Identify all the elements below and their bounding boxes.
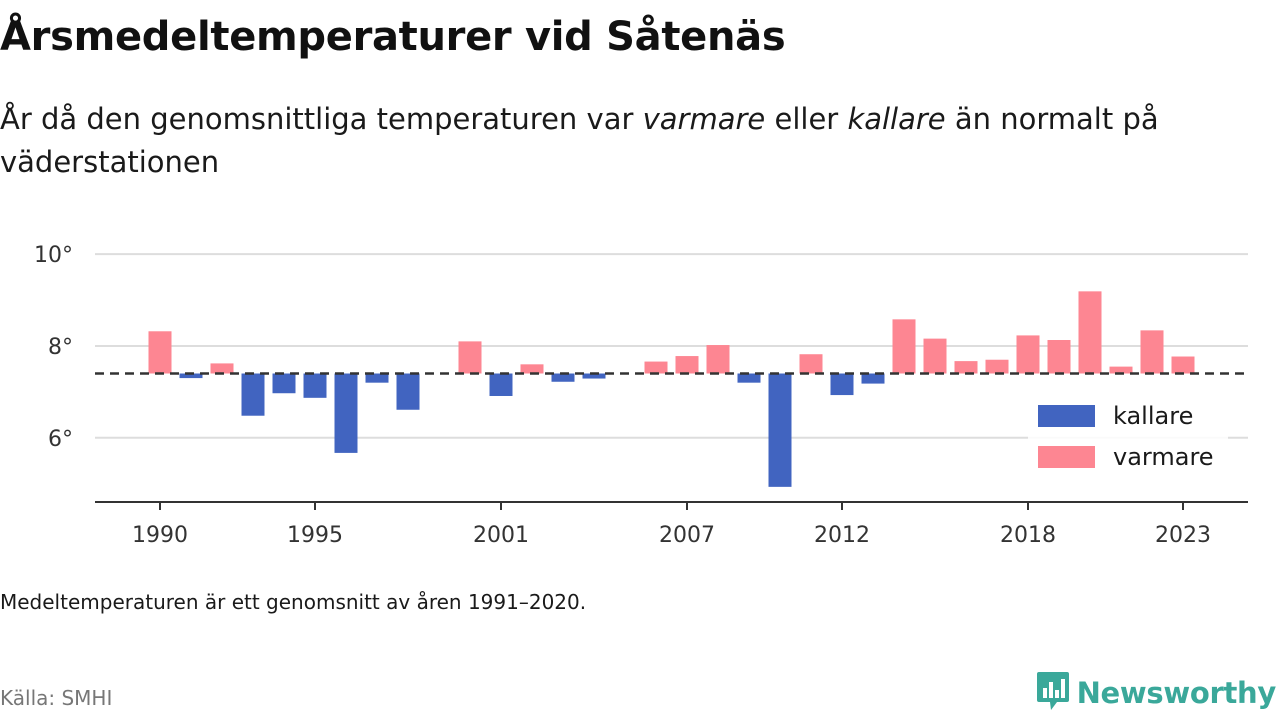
footnote: Medeltemperaturen är ett genomsnitt av å… xyxy=(0,590,587,614)
brand-name: Newsworthy xyxy=(1076,676,1277,710)
x-tick-label: 2007 xyxy=(659,523,715,548)
bar-1996 xyxy=(334,373,358,453)
bar-1990 xyxy=(148,331,172,374)
bar-2006 xyxy=(644,361,668,374)
bar-2020 xyxy=(1078,291,1102,374)
legend: kallare varmare xyxy=(1028,393,1228,483)
bar-2010 xyxy=(768,373,792,487)
bar-2011 xyxy=(799,354,823,374)
y-tick-label: 10° xyxy=(34,243,73,268)
bar-1992 xyxy=(210,363,234,374)
subtitle-colder-word: kallare xyxy=(847,102,946,136)
subtitle-warmer-word: varmare xyxy=(642,102,766,136)
bar-2001 xyxy=(489,373,513,396)
bar-1991 xyxy=(179,373,203,379)
legend-label-colder: kallare xyxy=(1113,402,1193,430)
x-axis: 1990 1995 2001 2007 2012 2018 2023 xyxy=(95,501,1248,548)
bar-2022 xyxy=(1140,330,1164,374)
legend-swatch-colder xyxy=(1038,405,1095,427)
chart-subtitle: År då den genomsnittliga temperaturen va… xyxy=(0,98,1270,184)
bar-2000 xyxy=(458,341,482,374)
bar-2012 xyxy=(830,373,854,396)
subtitle-part-2: eller xyxy=(765,102,848,136)
bar-2003 xyxy=(551,373,575,382)
bar-1997 xyxy=(365,373,389,383)
temperature-bar-chart: 6° 8° 10° 1990 1995 2001 2007 2012 2018 2023 kal… xyxy=(34,243,1248,548)
bar-2017 xyxy=(985,359,1009,374)
bar-1994 xyxy=(272,373,296,394)
subtitle-part-3: än normalt på väderstationen xyxy=(0,102,1159,179)
legend-swatch-warmer xyxy=(1038,446,1095,468)
source-label: Källa: SMHI xyxy=(0,686,113,710)
bar-2014 xyxy=(892,319,916,374)
bar-1998 xyxy=(396,373,420,410)
bar-2016 xyxy=(954,361,978,374)
bar-2018 xyxy=(1016,335,1040,374)
bar-2007 xyxy=(675,356,699,374)
bar-2008 xyxy=(706,345,730,374)
bar-2002 xyxy=(520,364,544,374)
bar-1995 xyxy=(303,373,327,398)
x-tick-label: 2018 xyxy=(1000,523,1056,548)
bar-2004 xyxy=(582,373,606,379)
bar-2021 xyxy=(1109,366,1133,374)
chart-title: Årsmedeltemperaturer vid Såtenäs xyxy=(0,14,786,60)
x-tick-label: 2001 xyxy=(473,523,529,548)
bar-2019 xyxy=(1047,339,1071,374)
bars xyxy=(148,291,1195,487)
y-tick-label: 8° xyxy=(48,335,73,360)
bar-2013 xyxy=(861,373,885,384)
subtitle-part-1: År då den genomsnittliga temperaturen va… xyxy=(0,102,643,136)
bar-1993 xyxy=(241,373,265,416)
y-tick-label: 6° xyxy=(48,427,73,452)
bar-2009 xyxy=(737,373,761,383)
bar-2023 xyxy=(1171,356,1195,374)
x-tick-label: 1990 xyxy=(132,523,188,548)
bar-2015 xyxy=(923,338,947,374)
brand-logo: Newsworthy xyxy=(1035,670,1276,716)
legend-label-warmer: varmare xyxy=(1113,443,1214,471)
newsworthy-chart-bubble-icon xyxy=(1035,670,1071,716)
x-tick-label: 2023 xyxy=(1155,523,1211,548)
x-tick-label: 2012 xyxy=(814,523,870,548)
y-axis-ticks: 6° 8° 10° xyxy=(34,243,73,452)
x-tick-label: 1995 xyxy=(287,523,343,548)
